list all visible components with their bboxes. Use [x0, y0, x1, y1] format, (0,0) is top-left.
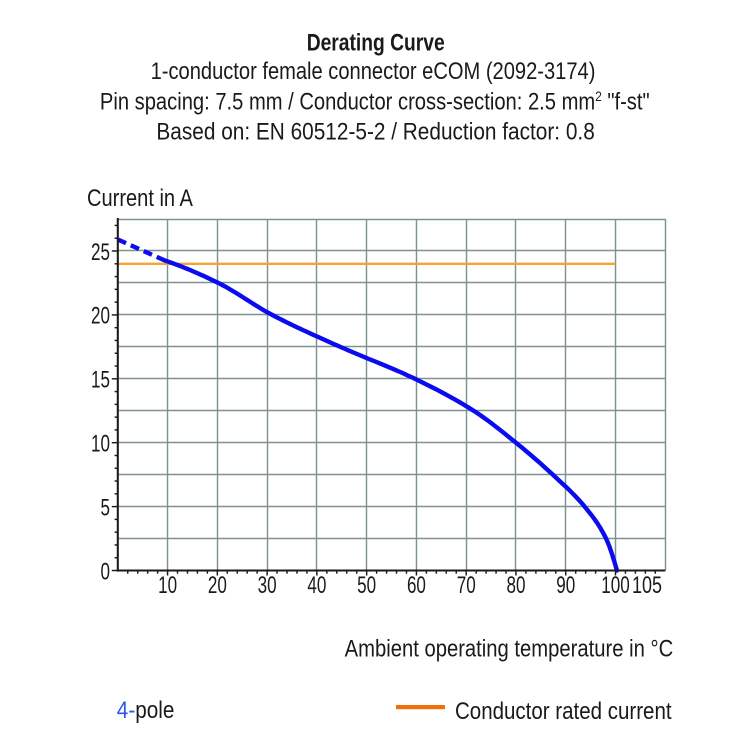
- svg-text:20: 20: [91, 303, 110, 330]
- svg-text:5: 5: [101, 495, 110, 522]
- svg-text:0: 0: [101, 558, 110, 585]
- svg-text:Current in A: Current in A: [87, 184, 193, 211]
- svg-text:90: 90: [556, 572, 575, 599]
- svg-text:50: 50: [357, 572, 376, 599]
- svg-text:Conductor rated current: Conductor rated current: [455, 698, 672, 725]
- svg-text:30: 30: [258, 572, 277, 599]
- svg-text:105: 105: [632, 573, 662, 599]
- svg-text:40: 40: [307, 572, 326, 599]
- svg-text:4-pole: 4-pole: [117, 697, 175, 724]
- svg-text:Based on: EN 60512-5-2 / Reduc: Based on: EN 60512-5-2 / Reduction facto…: [156, 118, 594, 145]
- svg-text:10: 10: [158, 572, 177, 599]
- svg-text:100: 100: [601, 572, 629, 599]
- svg-text:Derating Curve: Derating Curve: [307, 28, 445, 56]
- svg-text:Pin spacing: 7.5 mm / Conducto: Pin spacing: 7.5 mm / Conductor cross-se…: [100, 88, 650, 115]
- svg-text:60: 60: [407, 572, 426, 599]
- svg-text:Ambient operating temperature: Ambient operating temperature in °C: [345, 635, 674, 662]
- svg-text:15: 15: [91, 367, 110, 394]
- svg-text:1-conductor female connector e: 1-conductor female connector eCOM (2092-…: [151, 57, 596, 84]
- svg-text:20: 20: [208, 572, 227, 599]
- svg-text:10: 10: [91, 431, 110, 458]
- svg-text:25: 25: [91, 239, 110, 266]
- svg-text:80: 80: [506, 572, 525, 599]
- svg-text:70: 70: [457, 572, 476, 599]
